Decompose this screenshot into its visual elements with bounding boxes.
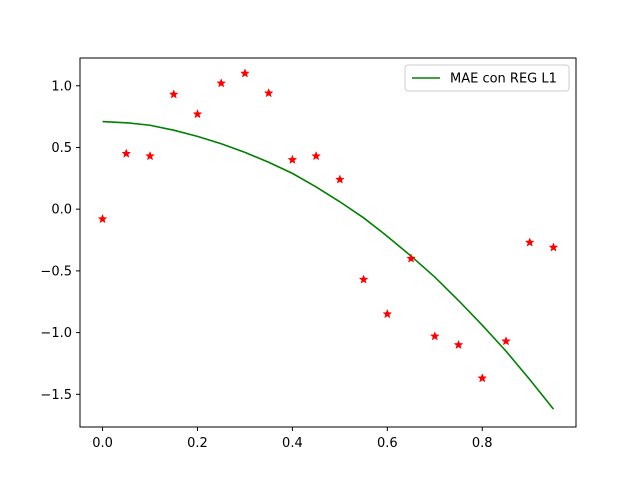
data-point [548,242,559,252]
data-point [168,89,179,99]
y-tick-label: 1.0 [51,79,72,94]
y-tick-label: −1.0 [40,326,72,341]
data-point [453,339,464,350]
data-point [524,237,535,247]
series-line-mae [102,120,555,410]
x-tick-label: 0.6 [377,436,398,451]
data-point [429,331,440,341]
y-axis: 1.0 0.5 0.0 −0.5 −1.0 −1.5 [40,79,80,403]
legend-box [404,64,570,92]
x-tick-label: 0.0 [92,436,113,451]
data-point [121,148,132,158]
data-point [192,109,203,119]
data-point [287,154,298,164]
y-tick-label: 0.0 [51,203,72,218]
data-point [382,308,393,319]
data-point [240,68,250,78]
data-point [145,151,155,161]
data-point [406,253,416,263]
data-point [216,78,227,88]
axes-frame [79,57,577,428]
legend: MAE con REG L1 [404,64,570,92]
x-tick-label: 0.8 [472,436,493,451]
plot-area [97,68,559,410]
data-point [477,373,488,383]
data-point [501,336,511,346]
data-point [311,151,321,161]
data-point [263,88,274,98]
y-tick-label: −1.5 [40,388,72,403]
x-tick-label: 0.4 [282,436,303,451]
data-point [358,274,369,284]
y-tick-label: −0.5 [40,264,72,279]
x-tick-label: 0.2 [187,436,208,451]
y-tick-label: 0.5 [51,141,72,156]
legend-label-mae: MAE con REG L1 [450,72,557,87]
data-point [97,213,108,224]
data-point [335,174,345,184]
x-axis: 0.0 0.2 0.4 0.6 0.8 [92,427,493,451]
